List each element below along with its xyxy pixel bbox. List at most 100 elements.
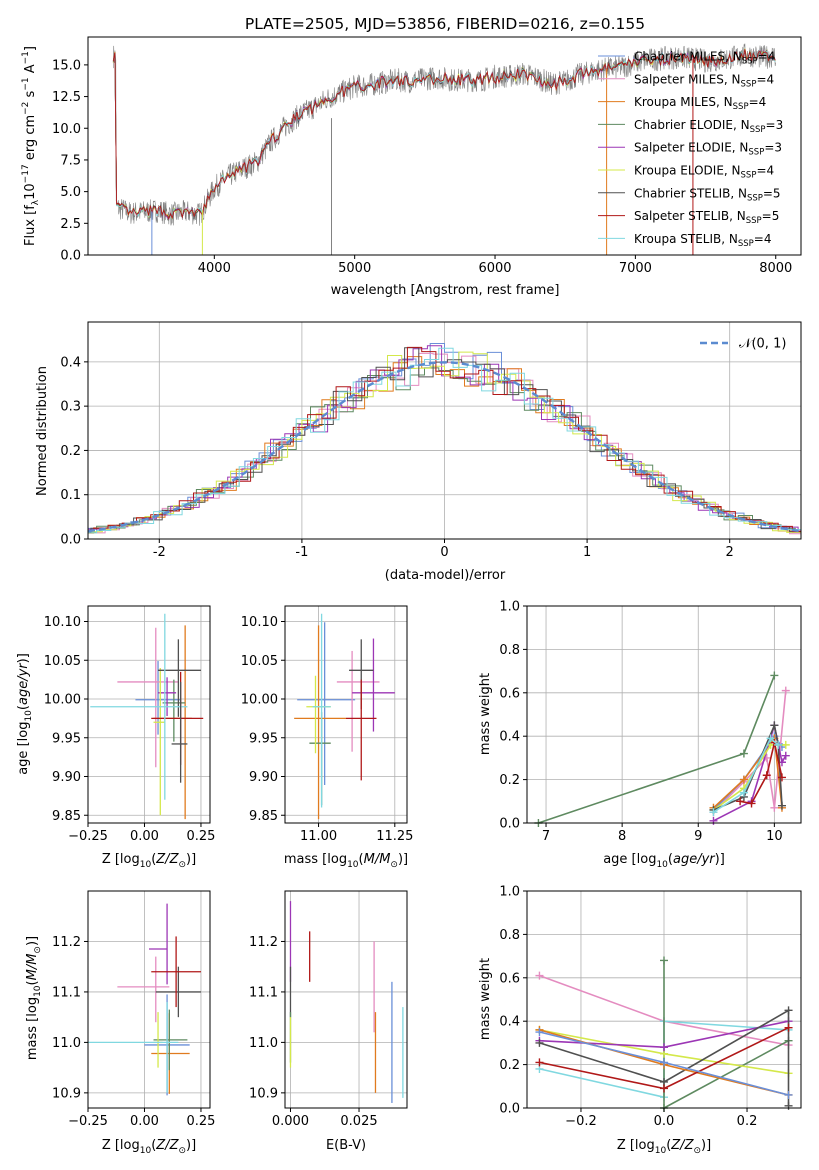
x-tick-label: 0.00 [130,1114,159,1129]
mass-weight-marker [774,740,783,749]
y-tick-label: 10.05 [44,654,81,669]
legend-entry: Salpeter ELODIE, NSSP=3 [634,141,782,158]
residuals-x-label: (data-model)/error [385,568,506,583]
y-tick-label: 2.5 [60,217,81,232]
legend-entry: Chabrier STELIB, NSSP=5 [634,186,781,203]
y-tick-label: 10.9 [249,1086,278,1101]
mass-weight-marker [781,686,790,695]
x-tick-label: 0 [440,545,448,560]
x-tick-label: 0.025 [340,1114,377,1129]
mass-weight-marker [709,808,718,817]
mass-weight-marker [739,775,748,784]
y-tick-label: 9.90 [52,770,81,785]
x-tick-label: -1 [295,545,308,560]
mass-weight-marker [784,1101,793,1110]
y-tick-label: 0.6 [499,971,520,986]
y-tick-label: 7.5 [60,153,81,168]
mass-weight-marker [736,797,745,806]
y-tick-label: 0.0 [499,817,520,832]
x-tick-label: −0.2 [565,1114,597,1129]
mass-weight-marker [784,1006,793,1015]
y-tick-label: 0.0 [60,533,81,548]
legend-entry: Chabrier MILES, NSSP=4 [634,50,775,67]
x-tick-label: 5000 [338,261,371,276]
weight-age-y-label: mass weight [478,673,493,755]
y-tick-label: 11.1 [249,985,278,1000]
mass-weight-marker [739,788,748,797]
x-tick-label: 8000 [759,261,792,276]
x-tick-label: 10 [766,829,783,844]
legend-entry: 𝒩(0, 1) [739,337,786,352]
mass-vs-ebv-axes [285,891,407,1108]
y-tick-label: 15.0 [52,58,81,73]
legend-entry: Kroupa ELODIE, NSSP=4 [634,164,774,181]
age-vs-Z-frame [87,605,211,824]
spectrum-x-label: wavelength [Angstrom, rest frame] [331,283,560,298]
x-tick-label: 0.00 [130,829,159,844]
spectrum-y-label: Flux [fλ10−17 erg cm−2 s−1 A−1] [21,46,41,246]
y-tick-label: 0.4 [499,730,520,745]
mass-weight-marker [781,751,790,760]
mass-weight-marker [535,1028,544,1037]
mass-weight-marker [535,971,544,980]
mass-z-x-label: Z [log10(Z/Z⊙)] [102,1138,196,1156]
y-tick-label: 0.0 [499,1102,520,1117]
y-tick-label: 5.0 [60,185,81,200]
mass-weight-marker [747,799,756,808]
x-tick-label: 1 [583,545,591,560]
mass-weight-marker [770,803,779,812]
mass-weight-line [539,1009,790,1106]
x-tick-label: 0.0 [654,1114,675,1129]
y-tick-label: 10.10 [241,615,278,630]
y-tick-label: 10.10 [44,615,81,630]
mass-weight-marker [784,1090,793,1099]
mass-weight-marker [660,956,668,965]
x-tick-label: 4000 [198,261,231,276]
y-tick-label: 11.2 [249,935,278,950]
y-tick-label: 10.05 [241,654,278,669]
x-tick-label: 9 [694,829,702,844]
residual-histogram [88,347,801,534]
y-tick-label: 0.8 [499,928,520,943]
y-tick-label: 0.4 [60,355,81,370]
y-tick-label: 0.4 [499,1015,520,1030]
y-tick-label: 11.0 [249,1036,278,1051]
weight-z-x-label: Z [log10(Z/Z⊙)] [617,1138,711,1156]
age-z-y-label: age [log10(age/yr)] [16,653,34,775]
y-tick-label: 11.1 [52,985,81,1000]
x-tick-label: 2 [726,545,734,560]
mass-z-y-label: mass [log10(M/M⊙)] [25,936,43,1060]
legend-entry: Kroupa STELIB, NSSP=4 [634,232,772,249]
mass-weight-marker [739,749,748,758]
x-tick-label: -2 [153,545,166,560]
y-tick-label: 10.9 [52,1086,81,1101]
y-tick-label: 0.6 [499,686,520,701]
mass-weight-marker [770,671,779,680]
mass-weight-marker [709,816,718,825]
y-tick-label: 0.1 [60,488,81,503]
mass-weight-vs-age-frame [526,605,802,824]
mass-ebv-x-label: E(B-V) [326,1138,366,1153]
x-tick-label: 0.000 [272,1114,309,1129]
x-tick-label: 0.2 [737,1114,758,1129]
mass-weight-marker [781,740,790,749]
legend-entry: Salpeter STELIB, NSSP=5 [634,209,779,226]
y-tick-label: 0.8 [499,643,520,658]
y-tick-label: 10.00 [241,693,278,708]
age-z-x-label: Z [log10(Z/Z⊙)] [102,852,196,870]
y-tick-label: 9.85 [52,809,81,824]
y-tick-label: 12.5 [52,90,81,105]
y-tick-label: 0.2 [499,1058,520,1073]
y-tick-label: 0.0 [60,249,81,264]
y-tick-label: 9.95 [249,731,278,746]
mass-vs-ebv-frame [284,890,408,1109]
mass-weight-marker [660,1058,668,1067]
x-tick-label: 7000 [619,261,652,276]
y-tick-label: 9.90 [249,770,278,785]
mass-weight-marker [766,734,775,743]
x-tick-label: 0.25 [186,829,215,844]
legend-entry: Chabrier ELODIE, NSSP=3 [634,118,783,135]
mass-vs-Z-frame [87,890,211,1109]
weight-z-y-label: mass weight [478,958,493,1040]
